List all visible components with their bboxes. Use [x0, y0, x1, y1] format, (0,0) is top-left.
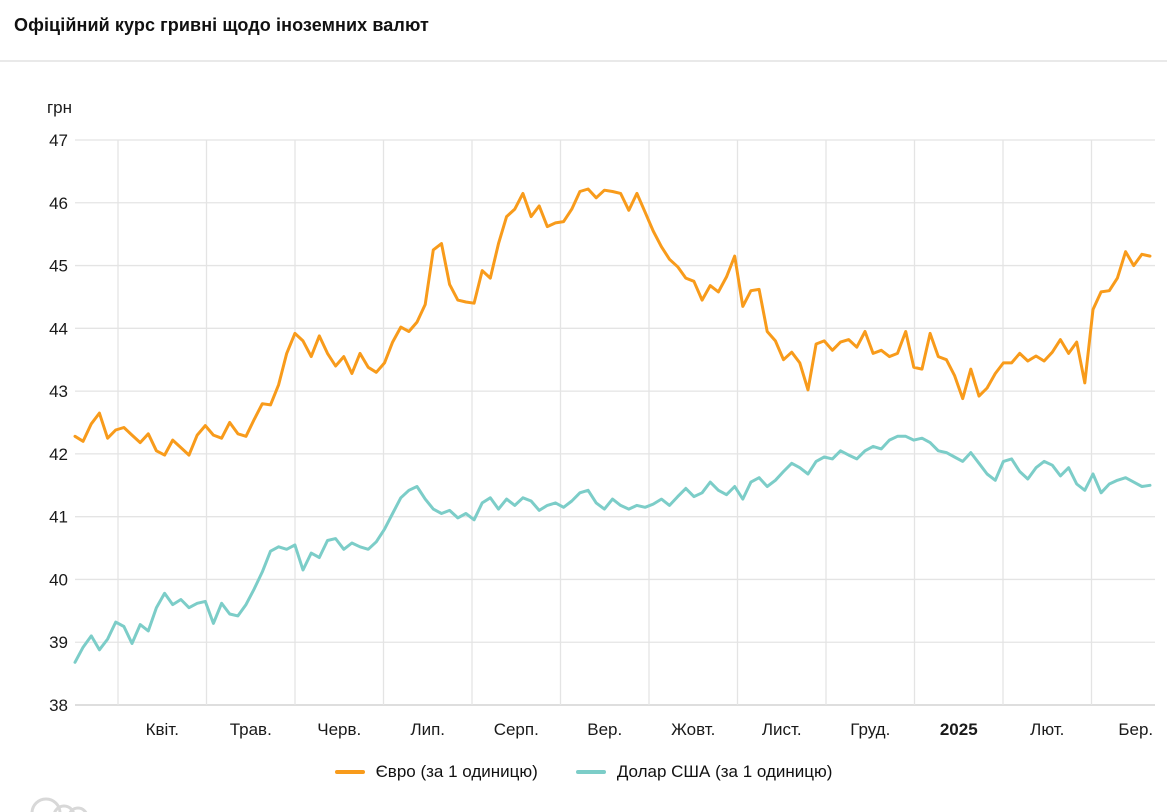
x-axis-label: Черв. [317, 720, 361, 739]
legend-item-usd[interactable]: Долар США (за 1 одиницю) [575, 762, 833, 782]
x-axis-label: Жовт. [671, 720, 715, 739]
watermark-logo [30, 797, 62, 812]
legend-label-euro: Євро (за 1 одиницю) [375, 762, 538, 781]
usd-line-swatch [575, 770, 606, 774]
chart-legend: Євро (за 1 одиницю) Долар США (за 1 один… [0, 762, 1167, 782]
series-line-usd[interactable] [73, 434, 1152, 664]
watermark-logo [53, 804, 75, 812]
y-tick-label: 44 [49, 319, 68, 338]
legend-label-usd: Долар США (за 1 одиницю) [616, 762, 833, 781]
x-axis-label: Лют. [1030, 720, 1064, 739]
x-axis-label: Бер. [1118, 720, 1153, 739]
page-title: Офіційний курс гривні щодо іноземних вал… [14, 15, 429, 35]
y-axis-unit-label: грн [47, 98, 72, 117]
watermark-logo [68, 806, 88, 812]
x-axis-label: Лист. [762, 720, 802, 739]
y-tick-label: 46 [49, 194, 68, 213]
y-tick-label: 41 [49, 508, 68, 527]
x-axis-label: Вер. [587, 720, 622, 739]
y-tick-label: 43 [49, 382, 68, 401]
x-axis-label: Груд. [850, 720, 890, 739]
y-tick-label: 39 [49, 633, 68, 652]
y-tick-label: 47 [49, 131, 68, 150]
series-line-euro[interactable] [73, 187, 1152, 457]
y-tick-label: 45 [49, 257, 68, 276]
y-tick-label: 42 [49, 445, 68, 464]
x-axis-label: Лип. [410, 720, 445, 739]
legend-item-euro[interactable]: Євро (за 1 одиницю) [334, 762, 538, 782]
y-tick-label: 40 [49, 570, 68, 589]
x-axis-label: Трав. [230, 720, 272, 739]
x-axis-label: Серп. [494, 720, 539, 739]
x-axis-label: Квіт. [146, 720, 179, 739]
header-divider [0, 60, 1167, 62]
y-tick-label: 38 [49, 696, 68, 715]
x-axis-label: 2025 [940, 720, 978, 739]
euro-line-swatch [334, 770, 365, 774]
